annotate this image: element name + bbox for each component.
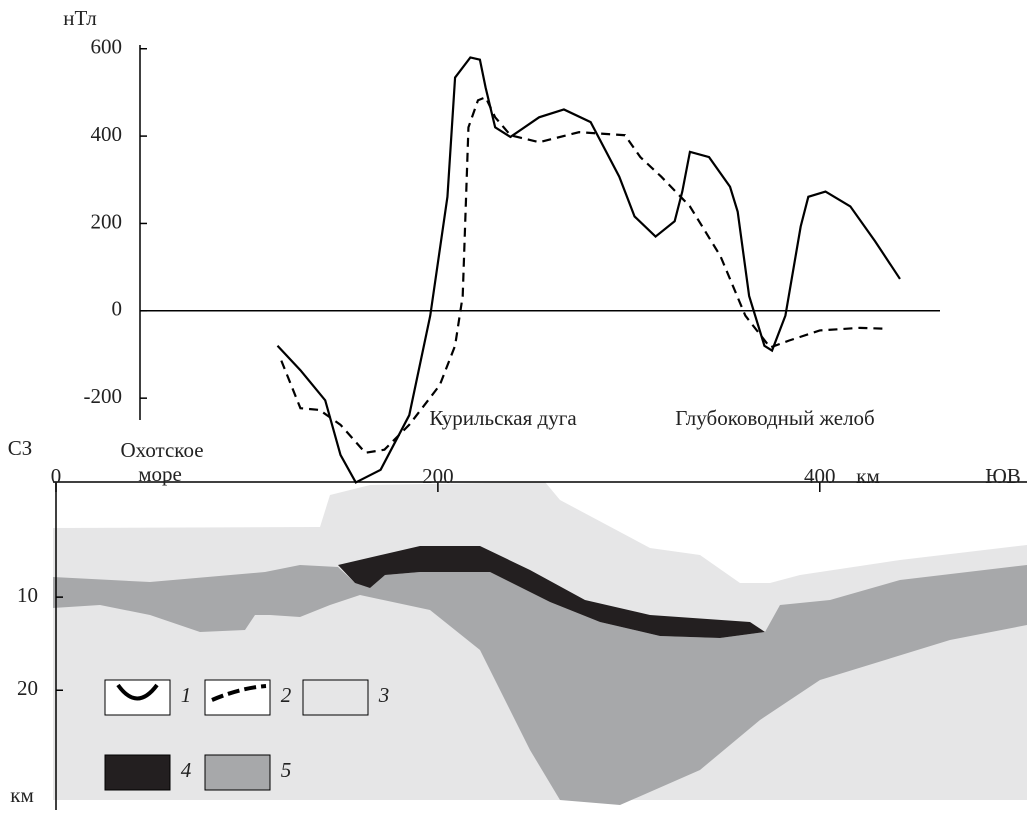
x-tick-label: 200 — [422, 464, 454, 488]
legend-box — [104, 754, 171, 791]
legend-label: 1 — [181, 683, 192, 707]
layer-black — [338, 546, 765, 638]
legend-box — [204, 754, 271, 791]
legend-label: 4 — [181, 758, 192, 782]
right-label: ЮВ — [985, 464, 1021, 488]
legend-box — [302, 679, 369, 716]
left-label: СЗ — [8, 436, 33, 460]
x-tick-label: 0 — [51, 464, 62, 488]
legend-label: 3 — [378, 683, 390, 707]
y-tick-label: 10 — [17, 583, 38, 607]
y-tick-label: 400 — [91, 122, 123, 146]
y-tick-label: -200 — [84, 384, 123, 408]
y-label: нТл — [63, 6, 97, 30]
y-tick-label: 600 — [91, 35, 123, 59]
layer-crust — [53, 565, 1027, 805]
y-tick-label: 0 — [112, 297, 123, 321]
series-line — [276, 56, 901, 484]
annotation: море — [138, 462, 182, 486]
annotation: Охотское — [120, 438, 203, 462]
annotation: Глубоководный желоб — [675, 406, 875, 430]
x-tick-label: 400 — [804, 464, 836, 488]
y-tick-label: 20 — [17, 676, 38, 700]
legend-label: 2 — [281, 683, 292, 707]
x-unit: км — [856, 464, 880, 488]
series-line — [280, 95, 885, 454]
annotation: Курильская дуга — [429, 406, 577, 430]
depth-unit: км — [10, 783, 34, 807]
legend-sample — [116, 683, 159, 701]
legend-label: 5 — [281, 758, 292, 782]
legend-sample — [211, 684, 267, 702]
y-tick-label: 200 — [91, 209, 123, 233]
